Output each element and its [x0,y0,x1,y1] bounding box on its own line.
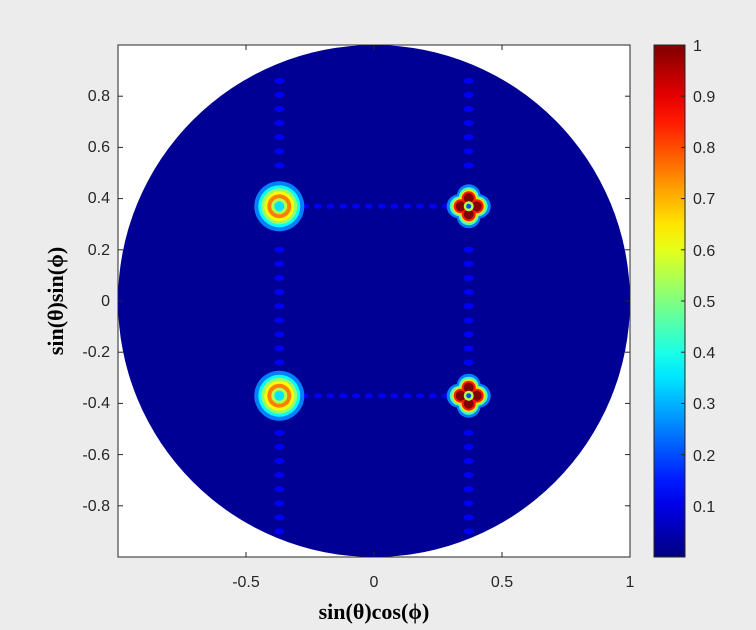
x-tick-labels: -0.5 0 0.5 1 [232,574,634,591]
x-tick-label: 1 [626,574,635,591]
heatmap-peak [446,373,491,418]
sidelobe-streaks [274,77,474,535]
colorbar-tick-label: 0.5 [693,294,715,311]
colorbar-tick-labels: 1 0.9 0.8 0.7 0.6 0.5 0.4 0.3 0.2 0.1 [693,38,715,516]
heatmap-peak [254,181,305,232]
colorbar-tick-label: 0.2 [693,448,715,465]
y-tick-label: -0.4 [82,395,110,412]
colorbar-tick-label: 0.6 [693,243,715,260]
colorbar-tick-label: 0.1 [693,499,715,516]
y-tick-label: 0.6 [88,139,110,156]
heatmap-peak [254,370,305,421]
y-tick-label: -0.8 [82,498,110,515]
heatmap-background [118,45,630,557]
y-axis-label: sin(θ)sin(ϕ) [43,247,68,355]
tick-marks [118,45,631,557]
heatmap-disk [118,45,630,557]
colorbar-tick-label: 0.7 [693,191,715,208]
x-tick-label: -0.5 [232,574,260,591]
y-tick-label: 0 [101,293,110,310]
y-tick-label: -0.2 [82,344,110,361]
colorbar [653,44,686,558]
y-tick-label: 0.2 [88,242,110,259]
colorbar-tick-label: 0.4 [693,345,715,362]
colorbar-ticks [681,44,685,507]
y-tick-label: -0.6 [82,447,110,464]
x-tick-label: 0 [370,574,379,591]
colorbar-tick-label: 1 [693,38,702,55]
heatmap-peak [446,184,491,229]
x-axis-label: sin(θ)cos(ϕ) [319,599,430,624]
x-tick-label: 0.5 [491,574,513,591]
colorbar-tick-label: 0.9 [693,89,715,106]
y-tick-labels: 0.8 0.6 0.4 0.2 0 -0.2 -0.4 -0.6 -0.8 [82,88,110,515]
colorbar-tick-label: 0.8 [693,140,715,157]
y-tick-label: 0.4 [88,190,110,207]
y-tick-label: 0.8 [88,88,110,105]
colorbar-tick-label: 0.3 [693,396,715,413]
